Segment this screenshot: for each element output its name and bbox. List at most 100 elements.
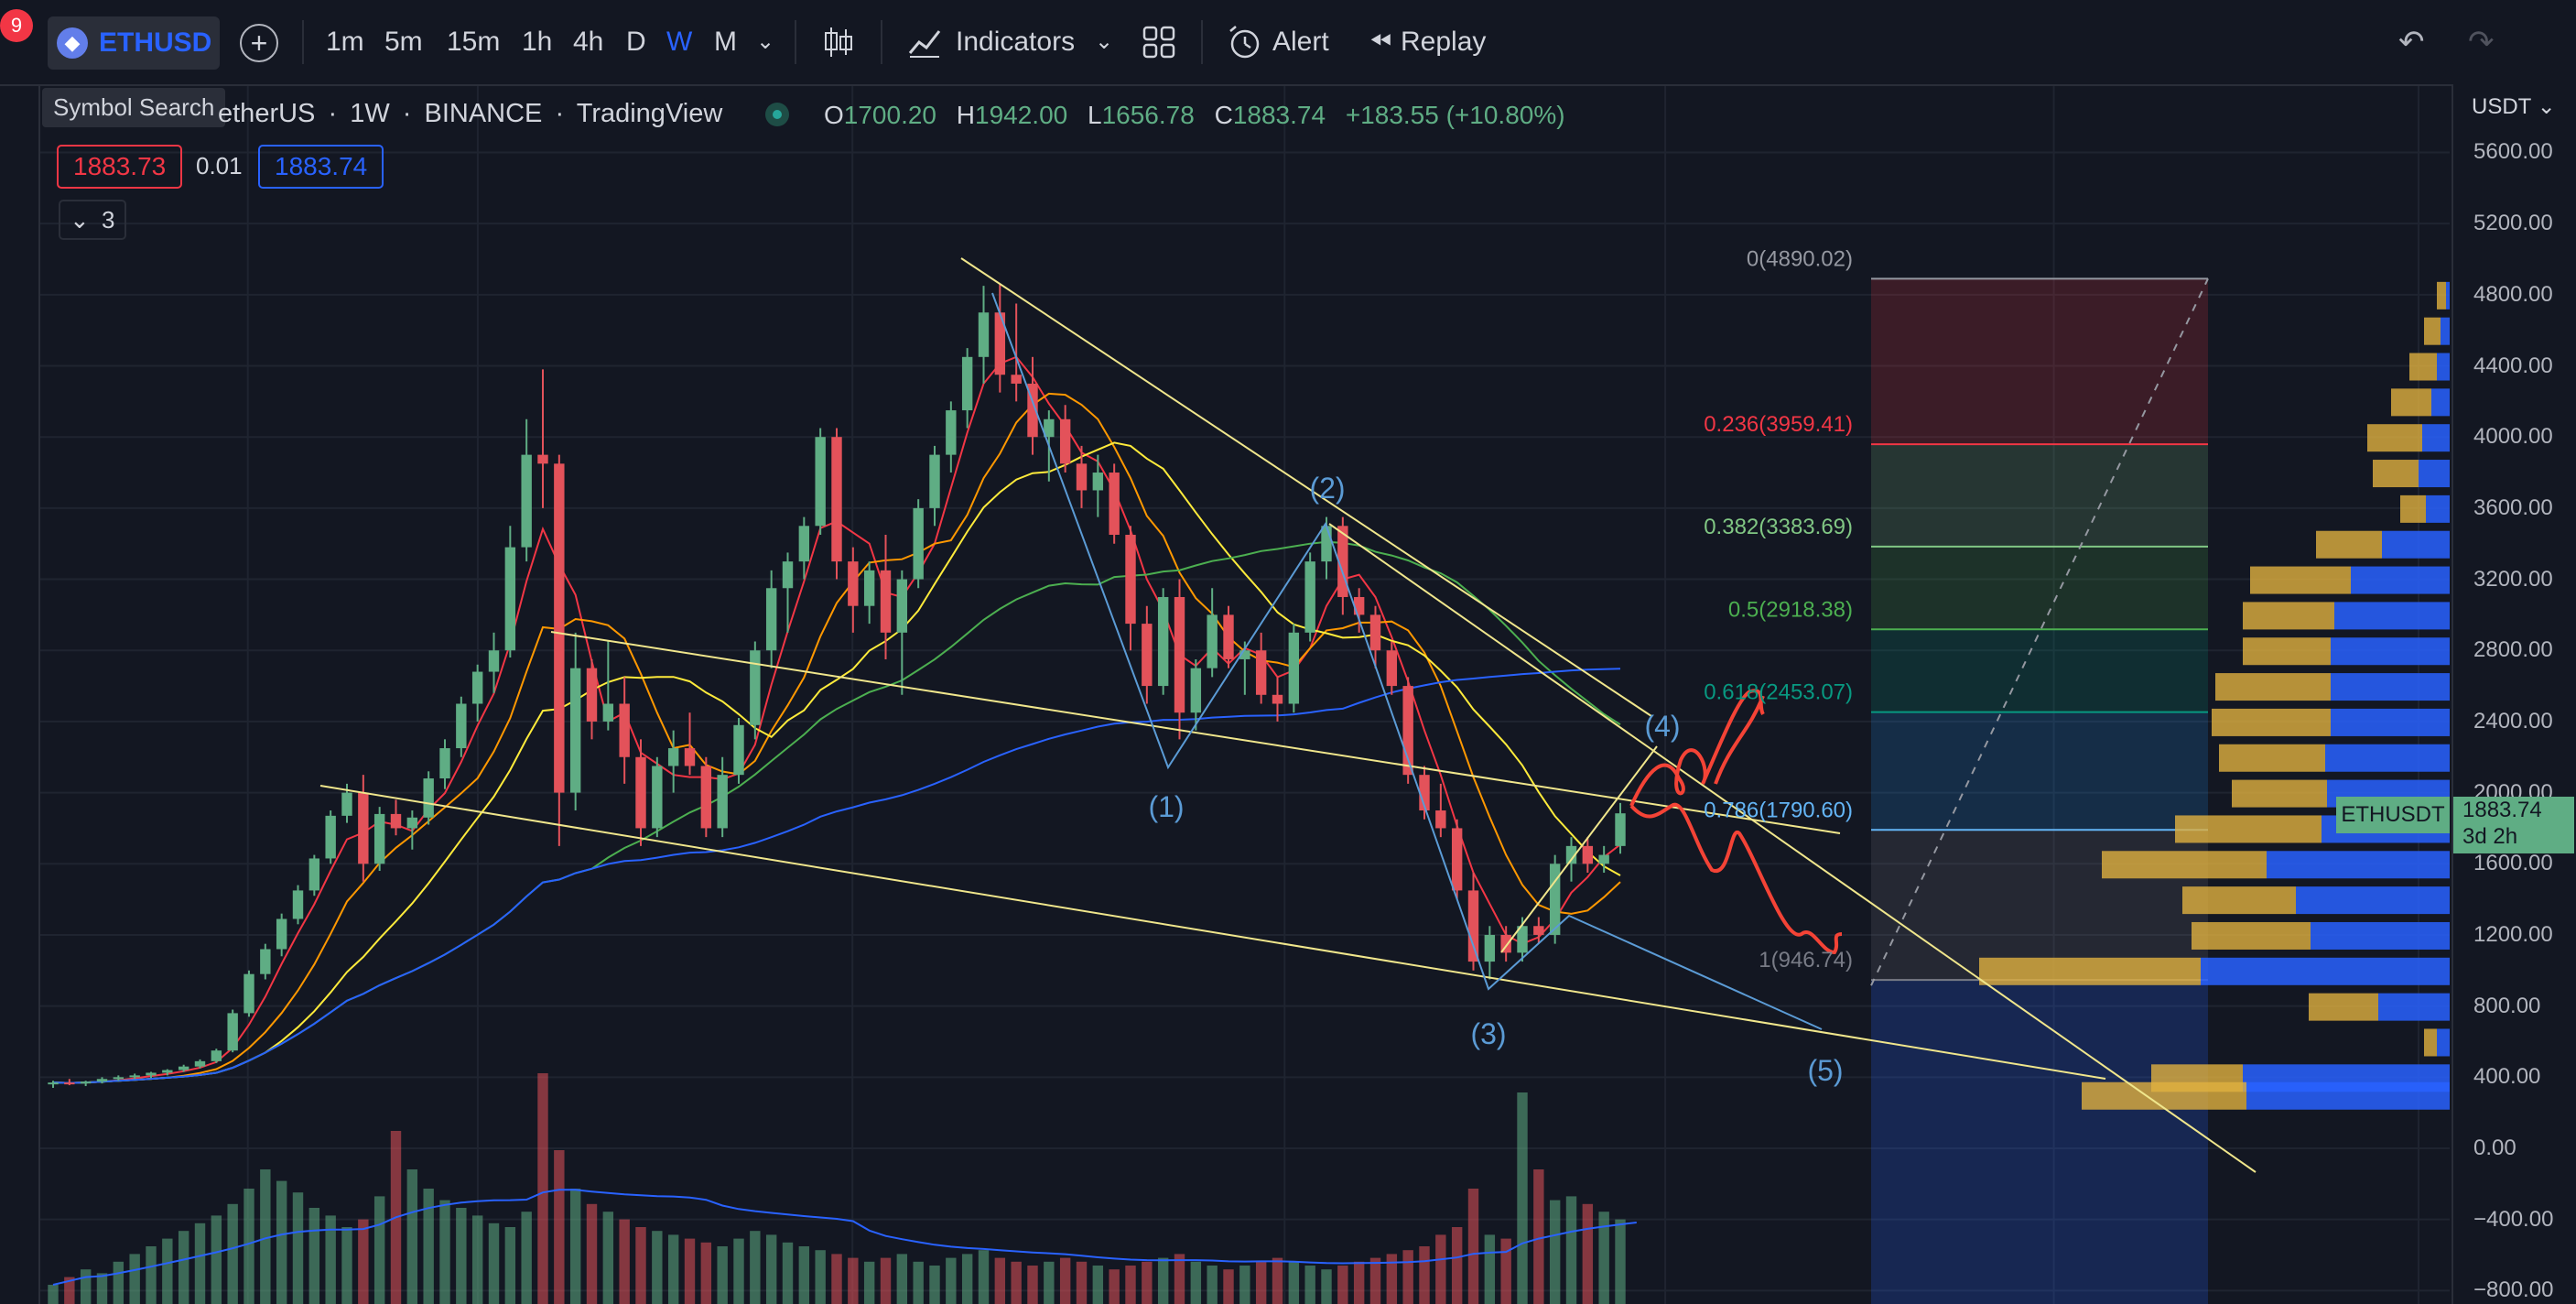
notification-badge[interactable]: 9 [0,9,33,42]
volume-bar [194,1222,206,1304]
candle-body [1582,845,1594,864]
fib-zone-band [1871,444,2208,547]
indicator-count: 3 [102,206,115,234]
volume-bar [471,1215,483,1304]
volume-profile-down [2351,566,2450,594]
volume-profile-up [2215,673,2331,701]
legend-symbol-name: etherUS [218,99,316,128]
volume-profile-down [2446,281,2450,310]
candle-body [1533,926,1544,935]
chart-type-button[interactable] [820,24,857,60]
volume-bar [1109,1269,1120,1304]
alert-button[interactable]: Alert [1227,20,1329,64]
volume-bar [1549,1200,1561,1304]
close-value: 1883.74 [1232,101,1326,129]
price-scale[interactable]: USDT ⌄ 5600.00 5200.00 4800.00 4400.00 4000.… [2452,84,2576,1304]
candle-body [129,1075,140,1078]
volume-profile-down [2267,851,2450,879]
candle-body [978,312,990,357]
volume-bar [1517,1092,1528,1304]
volume-bar [260,1169,271,1304]
candle-body [1419,775,1430,811]
replay-button[interactable]: ⏪︎ Replay [1369,20,1486,64]
candle-body [1288,632,1300,704]
candle-body [423,778,434,818]
high-label: H [956,101,976,129]
last-price-symbol: ETHUSDT [2341,802,2445,827]
candle-body [831,437,842,562]
timeframe-1h[interactable]: 1h [522,27,553,57]
undo-icon[interactable]: ↶ [2398,25,2425,60]
candle-body [341,792,352,816]
indicators-dropdown-chevron-icon[interactable]: ⌄ [1095,29,1114,54]
volume-bar [373,1196,385,1304]
sell-price-button[interactable]: 1883.73 [57,145,183,189]
volume-bar [244,1189,254,1304]
candle-body [586,668,598,722]
market-status-icon[interactable] [765,103,789,126]
volume-bar [1369,1257,1381,1304]
candle-body [1467,890,1479,962]
volume-profile-down [2331,673,2450,701]
candle-body [471,671,483,704]
volume-bar [48,1285,59,1304]
candle-body [1125,535,1136,625]
timeframe-4h[interactable]: 4h [573,27,604,57]
buy-price-button[interactable]: 1883.74 [258,145,384,189]
candle-body [684,748,696,766]
price-tick-label: 4800.00 [2473,281,2553,307]
volume-profile-down [2419,460,2450,488]
volume-bar [488,1222,500,1304]
candle-body [733,724,744,776]
indicators-collapse-toggle[interactable]: ⌄ 3 [59,200,126,240]
volume-bar [1321,1269,1332,1304]
fib-zone-band [1871,712,2208,831]
timeframe-dropdown-chevron-icon[interactable]: ⌄ [756,29,775,54]
legend-source: TradingView [576,99,723,128]
volume-bar [602,1212,614,1304]
volume-bar [1615,1219,1626,1304]
volume-bar [929,1266,940,1304]
volume-bar [1304,1266,1315,1304]
candle-body [1321,526,1332,562]
volume-bar [782,1242,794,1304]
price-tick-label: 4400.00 [2473,353,2553,378]
candlesticks [48,284,1626,1088]
candle-body [1207,614,1218,668]
add-symbol-button[interactable]: + [240,24,278,62]
timeframe-w[interactable]: W [666,27,693,57]
layouts-button[interactable] [1142,26,1175,59]
spread-value: 0.01 [196,152,243,179]
volume-bar [896,1254,908,1304]
volume-bar [1174,1254,1185,1304]
fib-level-label: 0.786(1790.60) [1704,798,1853,822]
timeframe-15m[interactable]: 15m [447,27,501,57]
volume-bar [1190,1261,1202,1304]
volume-profile-down [2437,1028,2450,1057]
currency-selector[interactable]: USDT ⌄ [2472,93,2556,120]
series-legend[interactable]: etherUS · 1W · BINANCE · TradingView [218,99,723,128]
redo-icon[interactable]: ↷ [2468,25,2495,60]
replay-label: Replay [1401,27,1487,57]
candle-body [1255,650,1267,695]
candle-body [488,650,500,672]
indicators-button[interactable]: Indicators [906,20,1075,64]
legend-exchange: BINANCE [424,99,543,128]
volume-profile-up [2232,779,2327,808]
volume-profile-up [2367,424,2422,452]
timeframe-d[interactable]: D [626,27,646,57]
plus-icon: + [250,27,268,60]
volume-profile-down [2441,317,2450,345]
volume-bar [1076,1261,1088,1304]
candle-body [798,526,810,562]
volume-profile-up [2400,494,2426,523]
volume-bar [406,1169,418,1304]
low-label: L [1088,101,1102,129]
volume-profile-up [2409,353,2437,381]
symbol-search-button[interactable]: ◆ ETHUSD [48,16,220,70]
last-price-value: 1883.74 [2462,798,2542,822]
timeframe-5m[interactable]: 5m [384,27,423,57]
timeframe-m[interactable]: M [714,27,737,57]
timeframe-1m[interactable]: 1m [326,27,364,57]
